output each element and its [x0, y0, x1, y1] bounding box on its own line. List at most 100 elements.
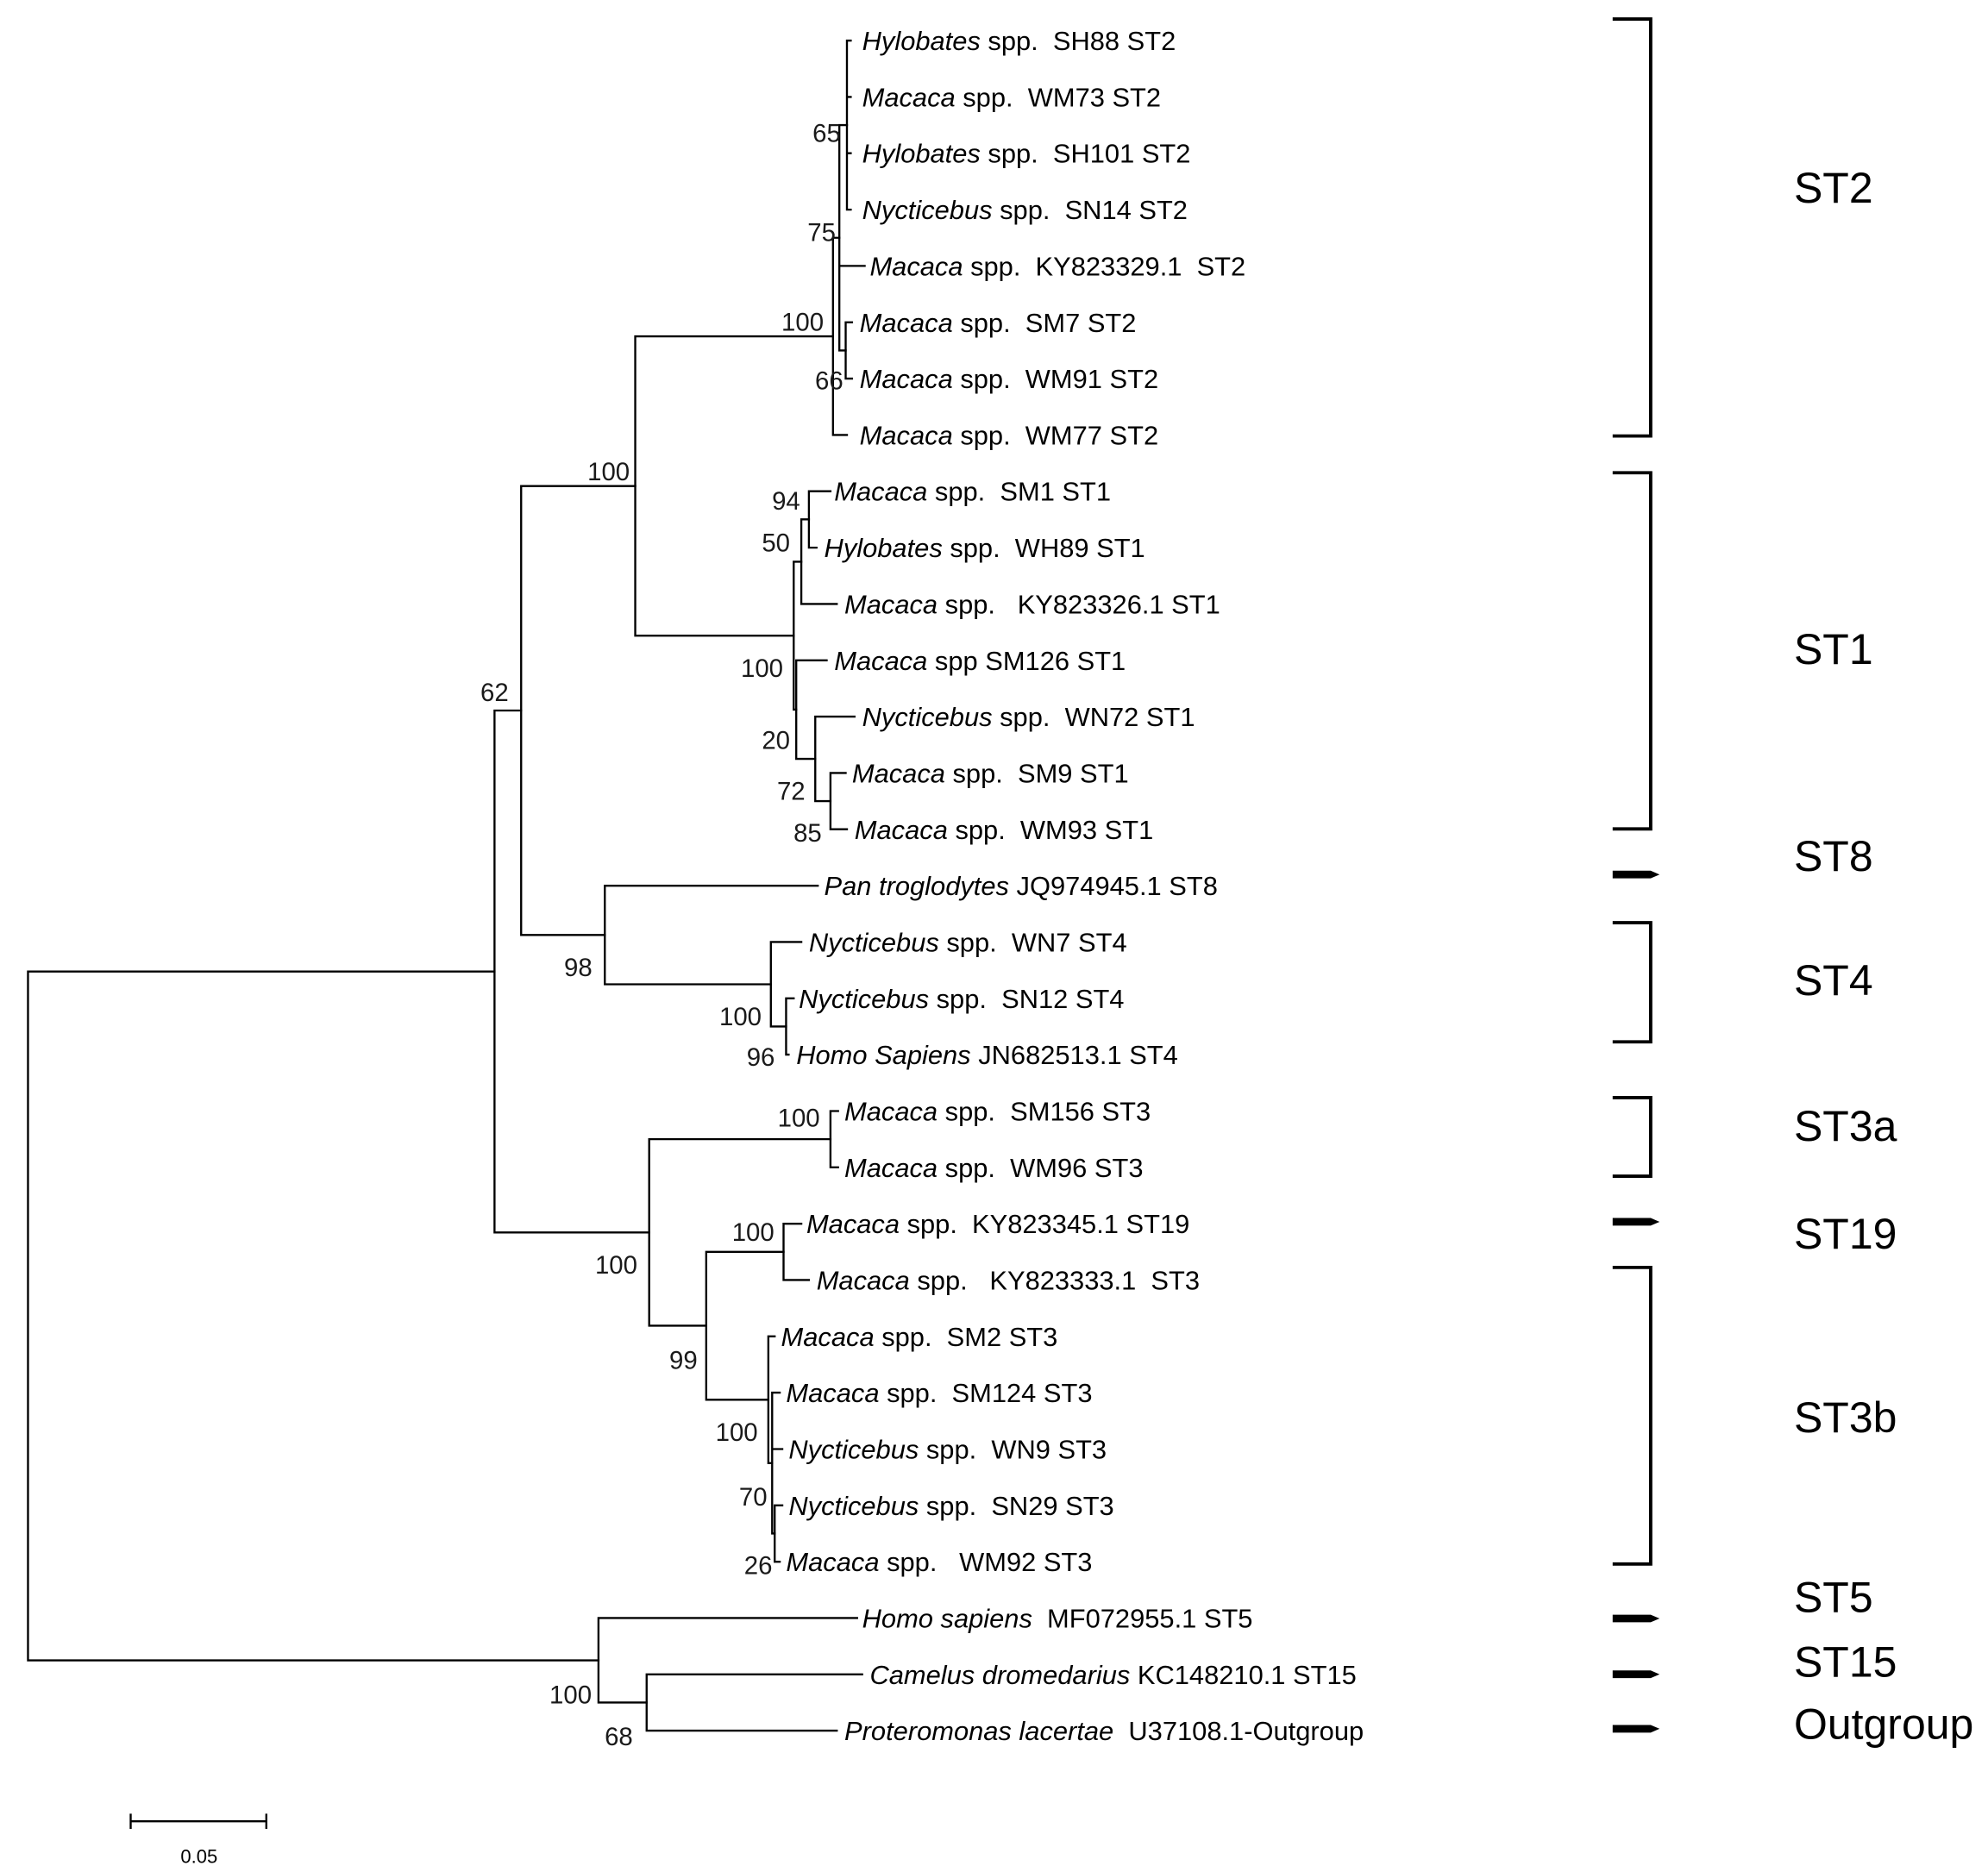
leaf-accession: spp. SN14 ST2 — [993, 195, 1188, 225]
leaf-genus: Hylobates — [862, 139, 981, 169]
bootstrap-value: 26 — [744, 1552, 773, 1581]
branch-st2-pair — [844, 321, 854, 380]
leaf-accession: spp SM126 ST1 — [927, 646, 1126, 676]
clade-label-st1: ST1 — [1794, 625, 1873, 673]
leaf-genus: Macaca — [855, 815, 948, 845]
leaf-accession: spp. WM96 ST3 — [938, 1153, 1143, 1183]
bootstrap-value: 72 — [777, 777, 806, 805]
bootstrap-value: 100 — [716, 1418, 758, 1447]
leaf-genus: Macaca — [844, 589, 938, 619]
leaf-label: Nycticebus spp. SN29 ST3 — [788, 1491, 1113, 1521]
leaf-genus: Macaca — [834, 477, 927, 507]
leaf-label: Macaca spp. SM9 ST1 — [852, 758, 1129, 788]
branch-st8-st4 — [604, 884, 819, 986]
bootstrap-values: 65 75 100 66 100 94 50 100 20 72 85 62 9… — [480, 120, 843, 1751]
leaf-genus: Nycticebus — [788, 1491, 919, 1521]
leaf-genus: Macaca — [781, 1322, 875, 1352]
clade-bracket-st4 — [1612, 921, 1652, 1044]
scale-bar — [129, 1813, 267, 1830]
leaf-accession: spp. SM7 ST2 — [953, 308, 1137, 338]
bootstrap-value: 62 — [480, 679, 509, 707]
leaf-accession: spp. SM124 ST3 — [880, 1378, 1093, 1408]
leaf-genus: Nycticebus — [809, 927, 939, 957]
leaf-accession: spp. KY823333.1 ST3 — [910, 1265, 1200, 1295]
branch-primate-group — [493, 709, 650, 1234]
leaf-genus: Macaca — [786, 1378, 879, 1408]
bootstrap-value: 98 — [564, 954, 593, 982]
clade-label-st3b: ST3b — [1794, 1393, 1897, 1442]
branch-st1-lower — [795, 659, 828, 761]
leaf-genus: Macaca — [786, 1547, 879, 1577]
clade-marker-outgroup — [1612, 1725, 1660, 1733]
branch-st3b-pair — [774, 1504, 784, 1563]
leaf-genus: Camelus dromedarius — [869, 1660, 1130, 1690]
leaf-label: Macaca spp. WM73 ST2 — [862, 82, 1161, 112]
branch-st19-pair — [782, 1222, 811, 1281]
leaf-label: Macaca spp SM126 ST1 — [834, 646, 1126, 676]
leaf-label: Macaca spp. WM93 ST1 — [855, 815, 1153, 845]
leaf-label: Macaca spp. WM96 ST3 — [844, 1153, 1143, 1183]
leaf-genus: Macaca — [834, 646, 927, 676]
bootstrap-value: 100 — [778, 1105, 820, 1133]
branch-root — [27, 970, 600, 1662]
leaf-accession: spp. SN29 ST3 — [919, 1491, 1113, 1521]
leaf-label: Macaca spp. KY823329.1 ST2 — [869, 251, 1245, 281]
clade-label-st5: ST5 — [1794, 1574, 1873, 1622]
leaf-label: Nycticebus spp. SN12 ST4 — [799, 984, 1124, 1014]
bootstrap-value: 100 — [781, 309, 824, 337]
leaf-genus: Macaca — [844, 1153, 938, 1183]
bootstrap-value: 100 — [732, 1218, 775, 1247]
branch-st3a-clade — [829, 1110, 839, 1168]
leaf-accession: spp. WN9 ST3 — [919, 1435, 1107, 1465]
leaf-label: Pan troglodytes JQ974945.1 ST8 — [825, 871, 1218, 901]
branch-st15-outgroup — [645, 1673, 863, 1732]
leaf-accession: spp. WM77 ST2 — [953, 420, 1158, 450]
leaf-accession: spp. WN72 ST1 — [993, 702, 1195, 732]
leaf-label: Hylobates spp. SH101 ST2 — [862, 139, 1191, 169]
leaf-accession: JQ974945.1 ST8 — [1009, 871, 1218, 901]
leaf-label: Proteromonas lacertae U37108.1-Outgroup — [844, 1716, 1364, 1746]
bootstrap-value: 100 — [549, 1681, 592, 1710]
bootstrap-value: 50 — [762, 529, 790, 557]
branch-st3b-st19 — [705, 1250, 785, 1401]
leaf-genus: Macaca — [844, 1097, 938, 1127]
leaf-label: Nycticebus spp. WN9 ST3 — [788, 1435, 1107, 1465]
leaf-genus: Homo sapiens — [862, 1603, 1032, 1633]
clade-annotations: ST2 ST1 ST8 ST4 ST3a ST19 ST3b ST5 ST15 … — [1612, 17, 1973, 1749]
leaf-genus: Hylobates — [825, 533, 943, 563]
bootstrap-value: 100 — [719, 1003, 762, 1031]
leaf-genus: Macaca — [817, 1265, 910, 1295]
leaf-genus: Nycticebus — [799, 984, 929, 1014]
leaf-genus: Proteromonas lacertae — [844, 1716, 1113, 1746]
bootstrap-value: 65 — [812, 120, 841, 148]
branch-st4-pair — [785, 997, 795, 1056]
branch-st2-inner — [837, 123, 866, 352]
clade-label-st8: ST8 — [1794, 832, 1873, 880]
leaf-genus: Nycticebus — [862, 195, 993, 225]
bootstrap-value: 100 — [741, 654, 783, 683]
leaf-accession: spp. WM91 ST2 — [953, 364, 1158, 394]
leaf-genus: Macaca — [860, 420, 953, 450]
leaf-genus: Hylobates — [862, 26, 981, 56]
leaf-labels: Hylobates spp. SH88 ST2 Macaca spp. WM73… — [781, 26, 1364, 1746]
leaf-label: Macaca spp. SM124 ST3 — [786, 1378, 1092, 1408]
clade-marker-st5 — [1612, 1614, 1660, 1623]
leaf-genus: Macaca — [806, 1209, 900, 1239]
leaf-label: Macaca spp. KY823333.1 ST3 — [817, 1265, 1200, 1295]
leaf-label: Macaca spp. KY823326.1 ST1 — [844, 589, 1220, 619]
branch-st1-st2 — [634, 335, 835, 637]
leaf-accession: spp. SH101 ST2 — [981, 139, 1191, 169]
clade-bracket-st3a — [1612, 1095, 1652, 1178]
clade-label-st19: ST19 — [1794, 1210, 1897, 1258]
leaf-genus: Macaca — [860, 308, 953, 338]
leaf-accession: JN682513.1 ST4 — [971, 1040, 1178, 1070]
leaf-accession: spp. KY823329.1 ST2 — [963, 251, 1246, 281]
bootstrap-value: 100 — [595, 1251, 637, 1280]
clade-bracket-st3b — [1612, 1265, 1652, 1566]
leaf-genus: Homo Sapiens — [796, 1040, 970, 1070]
scale-bar-label: 0.05 — [180, 1846, 217, 1868]
branch-st2-top-group — [845, 39, 852, 211]
leaf-label: Hylobates spp. WH89 ST1 — [825, 533, 1145, 563]
bootstrap-value: 100 — [587, 458, 630, 486]
leaf-label: Homo Sapiens JN682513.1 ST4 — [796, 1040, 1178, 1070]
